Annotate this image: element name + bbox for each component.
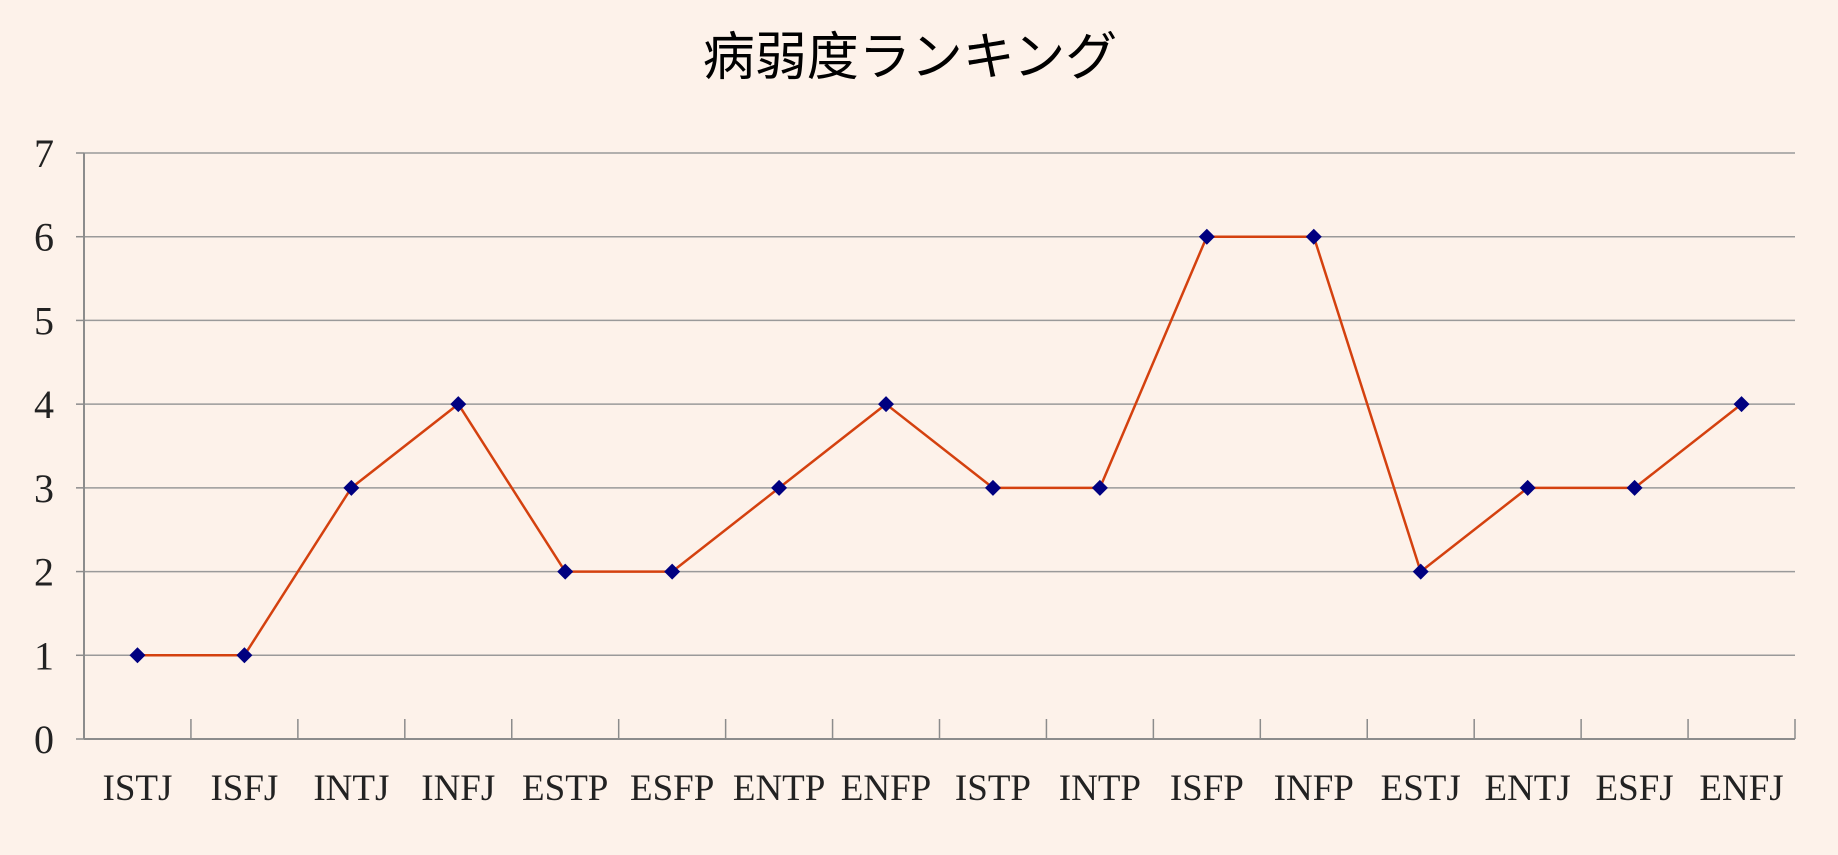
data-point xyxy=(878,396,895,413)
data-point xyxy=(1626,479,1643,496)
series-line xyxy=(137,235,1743,657)
x-tick-label: INFP xyxy=(1274,768,1354,809)
x-tick-label: ENTP xyxy=(733,768,826,809)
x-tick-label: ENFP xyxy=(841,768,931,809)
data-point xyxy=(1412,563,1429,580)
data-point xyxy=(664,563,681,580)
y-tick-labels: 0 1 2 3 4 5 6 7 xyxy=(34,131,54,762)
data-point xyxy=(236,647,253,664)
data-point xyxy=(450,396,467,413)
axes xyxy=(76,152,1796,740)
x-tick-label: ENFJ xyxy=(1699,768,1783,809)
data-point xyxy=(557,563,574,580)
y-tick-label: 6 xyxy=(34,215,54,260)
x-tick-label: ISTP xyxy=(955,768,1031,809)
data-markers xyxy=(129,228,1750,664)
x-tick-label: ISFJ xyxy=(210,768,278,809)
data-point xyxy=(343,479,360,496)
data-point xyxy=(129,647,146,664)
y-tick-label: 1 xyxy=(34,633,54,678)
x-tick-label: ESFJ xyxy=(1596,768,1674,809)
data-point xyxy=(1198,228,1215,245)
x-tick-label: ENTJ xyxy=(1484,768,1570,809)
gridlines xyxy=(84,152,1795,657)
x-tick-label: INTJ xyxy=(313,768,389,809)
x-tick-label: ISFP xyxy=(1170,768,1244,809)
x-tick-label: ESTJ xyxy=(1381,768,1461,809)
x-tick-label: INFJ xyxy=(421,768,495,809)
data-point xyxy=(1519,479,1536,496)
y-tick-label: 0 xyxy=(34,717,54,762)
data-point xyxy=(1733,396,1750,413)
y-tick-label: 2 xyxy=(34,550,54,595)
data-point xyxy=(1305,228,1322,245)
y-tick-label: 3 xyxy=(34,466,54,511)
y-tick-label: 4 xyxy=(34,382,54,427)
chart-title: 病弱度ランキング xyxy=(703,28,1117,88)
data-point xyxy=(771,479,788,496)
x-tick-label: ESTP xyxy=(522,768,608,809)
series-line xyxy=(137,235,1743,657)
x-tick-labels: ISTJ ISFJ INTJ INFJ ESTP ESFP ENTP ENFP ISTP INTP… xyxy=(103,768,1784,809)
y-tick-label: 7 xyxy=(34,131,54,176)
x-tick-label: INTP xyxy=(1059,768,1141,809)
y-tick-label: 5 xyxy=(34,298,54,343)
x-tick-label: ISTJ xyxy=(103,768,173,809)
data-point xyxy=(1091,479,1108,496)
x-tick-label: ESFP xyxy=(630,768,714,809)
data-point xyxy=(984,479,1001,496)
